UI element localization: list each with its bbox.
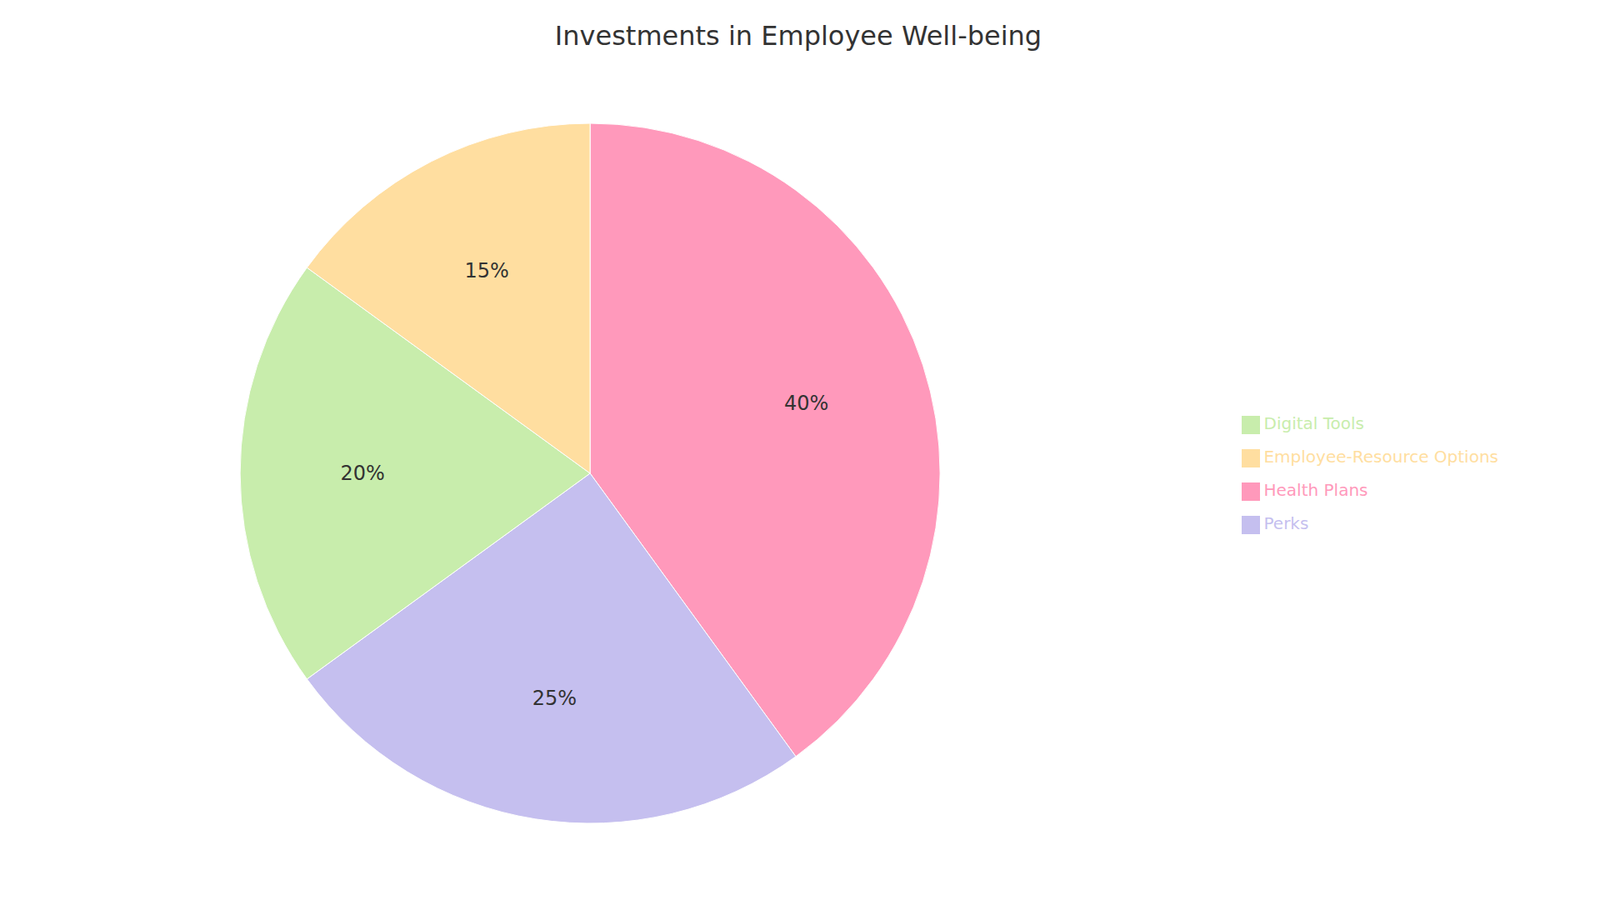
svg-text:25%: 25%: [532, 686, 577, 710]
html-text:Investments in Employee Well-b: Investments in Employee Well-being: [554, 20, 1042, 52]
svg-text:15%: 15%: [465, 259, 510, 283]
html-text:Health Plans: Health Plans: [1263, 480, 1368, 500]
svg-text:20%: 20%: [340, 461, 385, 485]
html-text:Employee-Resource Options: Employee-Resource Options: [1263, 446, 1499, 467]
svg-text:40%: 40%: [784, 391, 829, 415]
html-text:Perks: Perks: [1263, 513, 1309, 534]
html-text:Digital Tools: Digital Tools: [1263, 413, 1365, 434]
